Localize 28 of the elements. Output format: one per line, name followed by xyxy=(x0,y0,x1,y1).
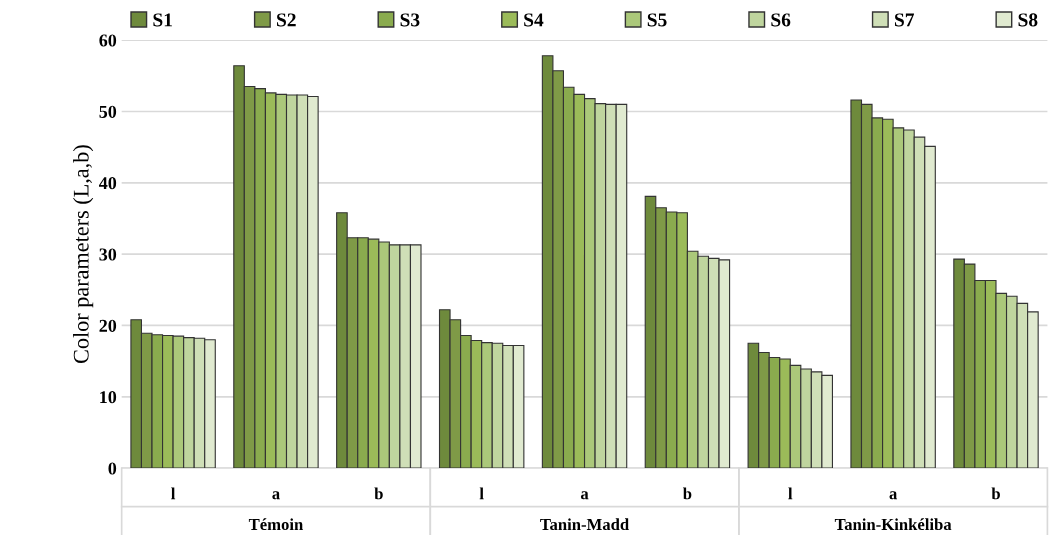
text: Tanin-Kinkéliba xyxy=(834,518,952,531)
x-tick-label: l xyxy=(788,487,793,500)
y-tick-label: 60 xyxy=(99,34,117,47)
legend-label: S4 xyxy=(524,13,544,27)
x-tick-label: a xyxy=(580,491,589,500)
x-tick-label: b xyxy=(374,487,383,500)
x-tick-label: l xyxy=(171,487,176,500)
x-tick-label: a xyxy=(272,491,280,500)
legend-label: S2 xyxy=(277,13,296,27)
legend-label: S1 xyxy=(153,13,172,27)
y-tick-label: 30 xyxy=(99,248,117,261)
y-tick-label: 40 xyxy=(99,177,117,190)
x-tick-label: a xyxy=(889,491,898,500)
legend-label: S3 xyxy=(400,13,420,27)
x-tick-label: b xyxy=(991,487,1000,500)
text: Tanin-Madd xyxy=(540,518,629,531)
legend-label: S5 xyxy=(647,13,667,27)
x-tick-label: b xyxy=(682,487,692,500)
x-tick-label: l xyxy=(479,487,484,500)
y-tick-label: 0 xyxy=(108,462,117,475)
y-tick-label: 50 xyxy=(99,105,117,118)
legend-label: S7 xyxy=(894,13,915,27)
y-tick-label: 20 xyxy=(99,319,117,332)
legend-label: S6 xyxy=(771,13,791,27)
text: Témoin xyxy=(248,518,304,531)
y-tick-label: 10 xyxy=(100,391,117,404)
legend-label: S8 xyxy=(1018,13,1038,27)
y-axis-title: Color parameters (L,a,b) xyxy=(73,145,94,364)
